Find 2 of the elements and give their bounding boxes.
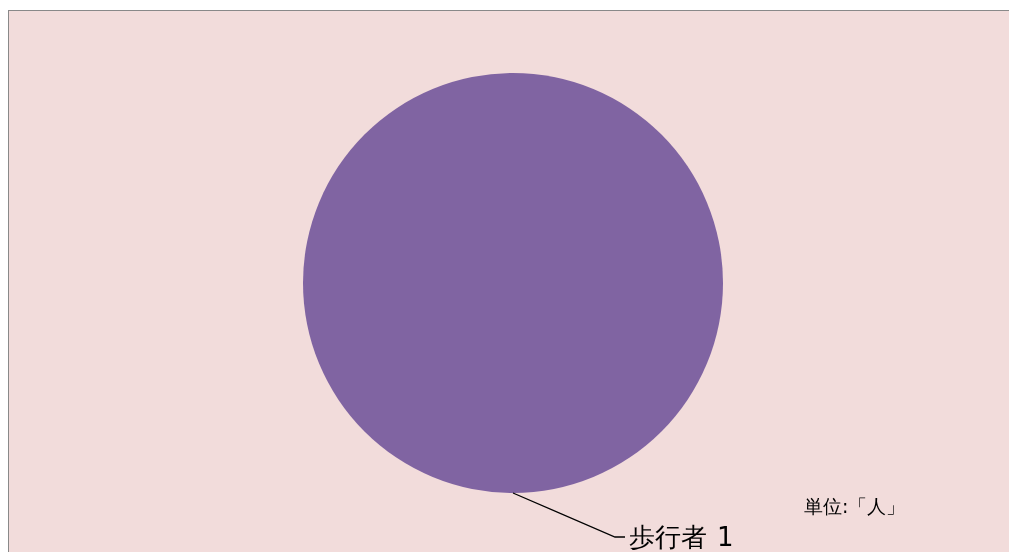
- text: 単位:「人」: [804, 495, 906, 517]
- slice-label: 歩行者: [629, 522, 707, 552]
